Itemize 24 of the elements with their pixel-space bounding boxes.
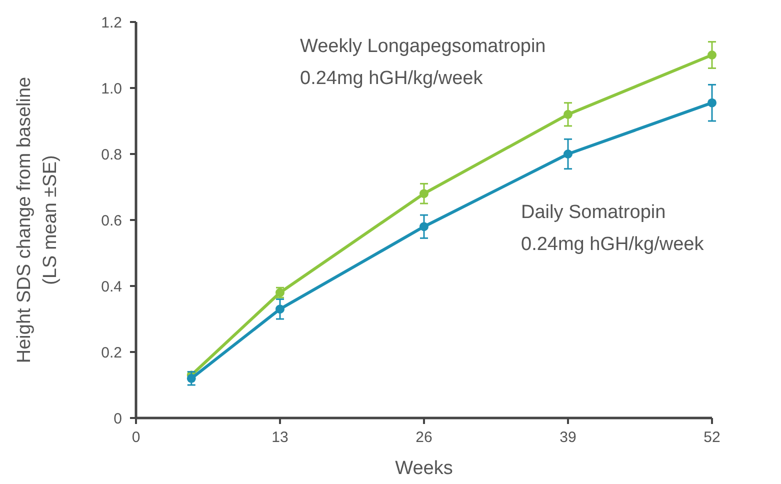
- x-axis-title: Weeks: [395, 458, 453, 479]
- point: [564, 150, 572, 158]
- y-tick-label: 0.8: [101, 146, 122, 164]
- point: [276, 304, 284, 314]
- y-tick-label: 1.0: [101, 80, 122, 98]
- x-tick-label: 26: [416, 429, 432, 446]
- y-axis-title: Height SDS change from baseline (LS mean ±SE): [14, 76, 61, 364]
- y-tick-label: 0.4: [101, 278, 122, 296]
- x-tick-label: 52: [704, 429, 720, 446]
- y-tick-label: 1.2: [101, 14, 122, 32]
- point: [420, 189, 428, 198]
- point: [708, 98, 716, 108]
- series-label: Weekly Longapegsomatropin 0.24mg hGH/kg/week: [300, 36, 546, 89]
- point: [420, 222, 428, 232]
- series-label: Daily Somatropin 0.24mg hGH/kg/week: [521, 202, 704, 255]
- y-tick-label: 0.2: [101, 344, 122, 362]
- point: [186, 374, 196, 383]
- x-tick-label: 39: [560, 429, 576, 446]
- x-tick-label: 0: [132, 429, 140, 446]
- point: [708, 50, 716, 60]
- x-tick-label: 13: [272, 429, 288, 446]
- point: [564, 110, 572, 119]
- y-tick-label: 0.6: [101, 212, 122, 230]
- y-tick-label: 0: [114, 410, 122, 428]
